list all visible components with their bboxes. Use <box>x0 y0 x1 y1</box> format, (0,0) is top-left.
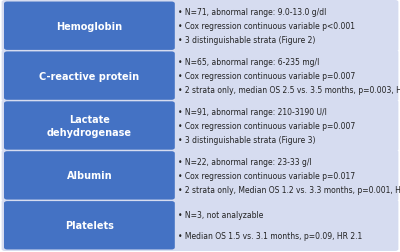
Text: C-reactive protein: C-reactive protein <box>39 71 140 81</box>
Text: Albumin: Albumin <box>66 171 112 181</box>
Text: Lactate
dehydrogenase: Lactate dehydrogenase <box>47 115 132 137</box>
Text: • N=71, abnormal range: 9.0-13.0 g/dl: • N=71, abnormal range: 9.0-13.0 g/dl <box>178 8 326 17</box>
Text: • Cox regression continuous variable p=0.017: • Cox regression continuous variable p=0… <box>178 171 355 180</box>
FancyBboxPatch shape <box>4 201 175 249</box>
FancyBboxPatch shape <box>4 52 175 100</box>
Text: • N=65, abnormal range: 6-235 mg/l: • N=65, abnormal range: 6-235 mg/l <box>178 58 319 67</box>
Text: • 3 distinguishable strata (Figure 3): • 3 distinguishable strata (Figure 3) <box>178 135 315 144</box>
Text: • Cox regression continuous variable p=0.007: • Cox regression continuous variable p=0… <box>178 72 355 81</box>
FancyBboxPatch shape <box>4 3 175 51</box>
Text: • N=3, not analyzable: • N=3, not analyzable <box>178 211 263 219</box>
FancyBboxPatch shape <box>4 152 175 200</box>
Text: • 2 strata only, Median OS 1.2 vs. 3.3 months, p=0.001, HR 2.8: • 2 strata only, Median OS 1.2 vs. 3.3 m… <box>178 185 400 194</box>
Text: Platelets: Platelets <box>65 220 114 230</box>
FancyBboxPatch shape <box>2 100 398 152</box>
FancyBboxPatch shape <box>4 102 175 150</box>
Text: • Median OS 1.5 vs. 3.1 months, p=0.09, HR 2.1: • Median OS 1.5 vs. 3.1 months, p=0.09, … <box>178 231 362 240</box>
Text: • N=22, abnormal range: 23-33 g/l: • N=22, abnormal range: 23-33 g/l <box>178 158 311 167</box>
FancyBboxPatch shape <box>2 51 398 102</box>
Text: Hemoglobin: Hemoglobin <box>56 22 122 32</box>
Text: • Cox regression continuous variable p<0.001: • Cox regression continuous variable p<0… <box>178 22 355 31</box>
FancyBboxPatch shape <box>2 150 398 201</box>
Text: • N=91, abnormal range: 210-3190 U/l: • N=91, abnormal range: 210-3190 U/l <box>178 108 326 117</box>
Text: • 3 distinguishable strata (Figure 2): • 3 distinguishable strata (Figure 2) <box>178 36 315 45</box>
FancyBboxPatch shape <box>2 1 398 52</box>
Text: • 2 strata only, median OS 2.5 vs. 3.5 months, p=0.003, HR 1.4: • 2 strata only, median OS 2.5 vs. 3.5 m… <box>178 85 400 94</box>
Text: • Cox regression continuous variable p=0.007: • Cox regression continuous variable p=0… <box>178 121 355 131</box>
FancyBboxPatch shape <box>2 200 398 251</box>
